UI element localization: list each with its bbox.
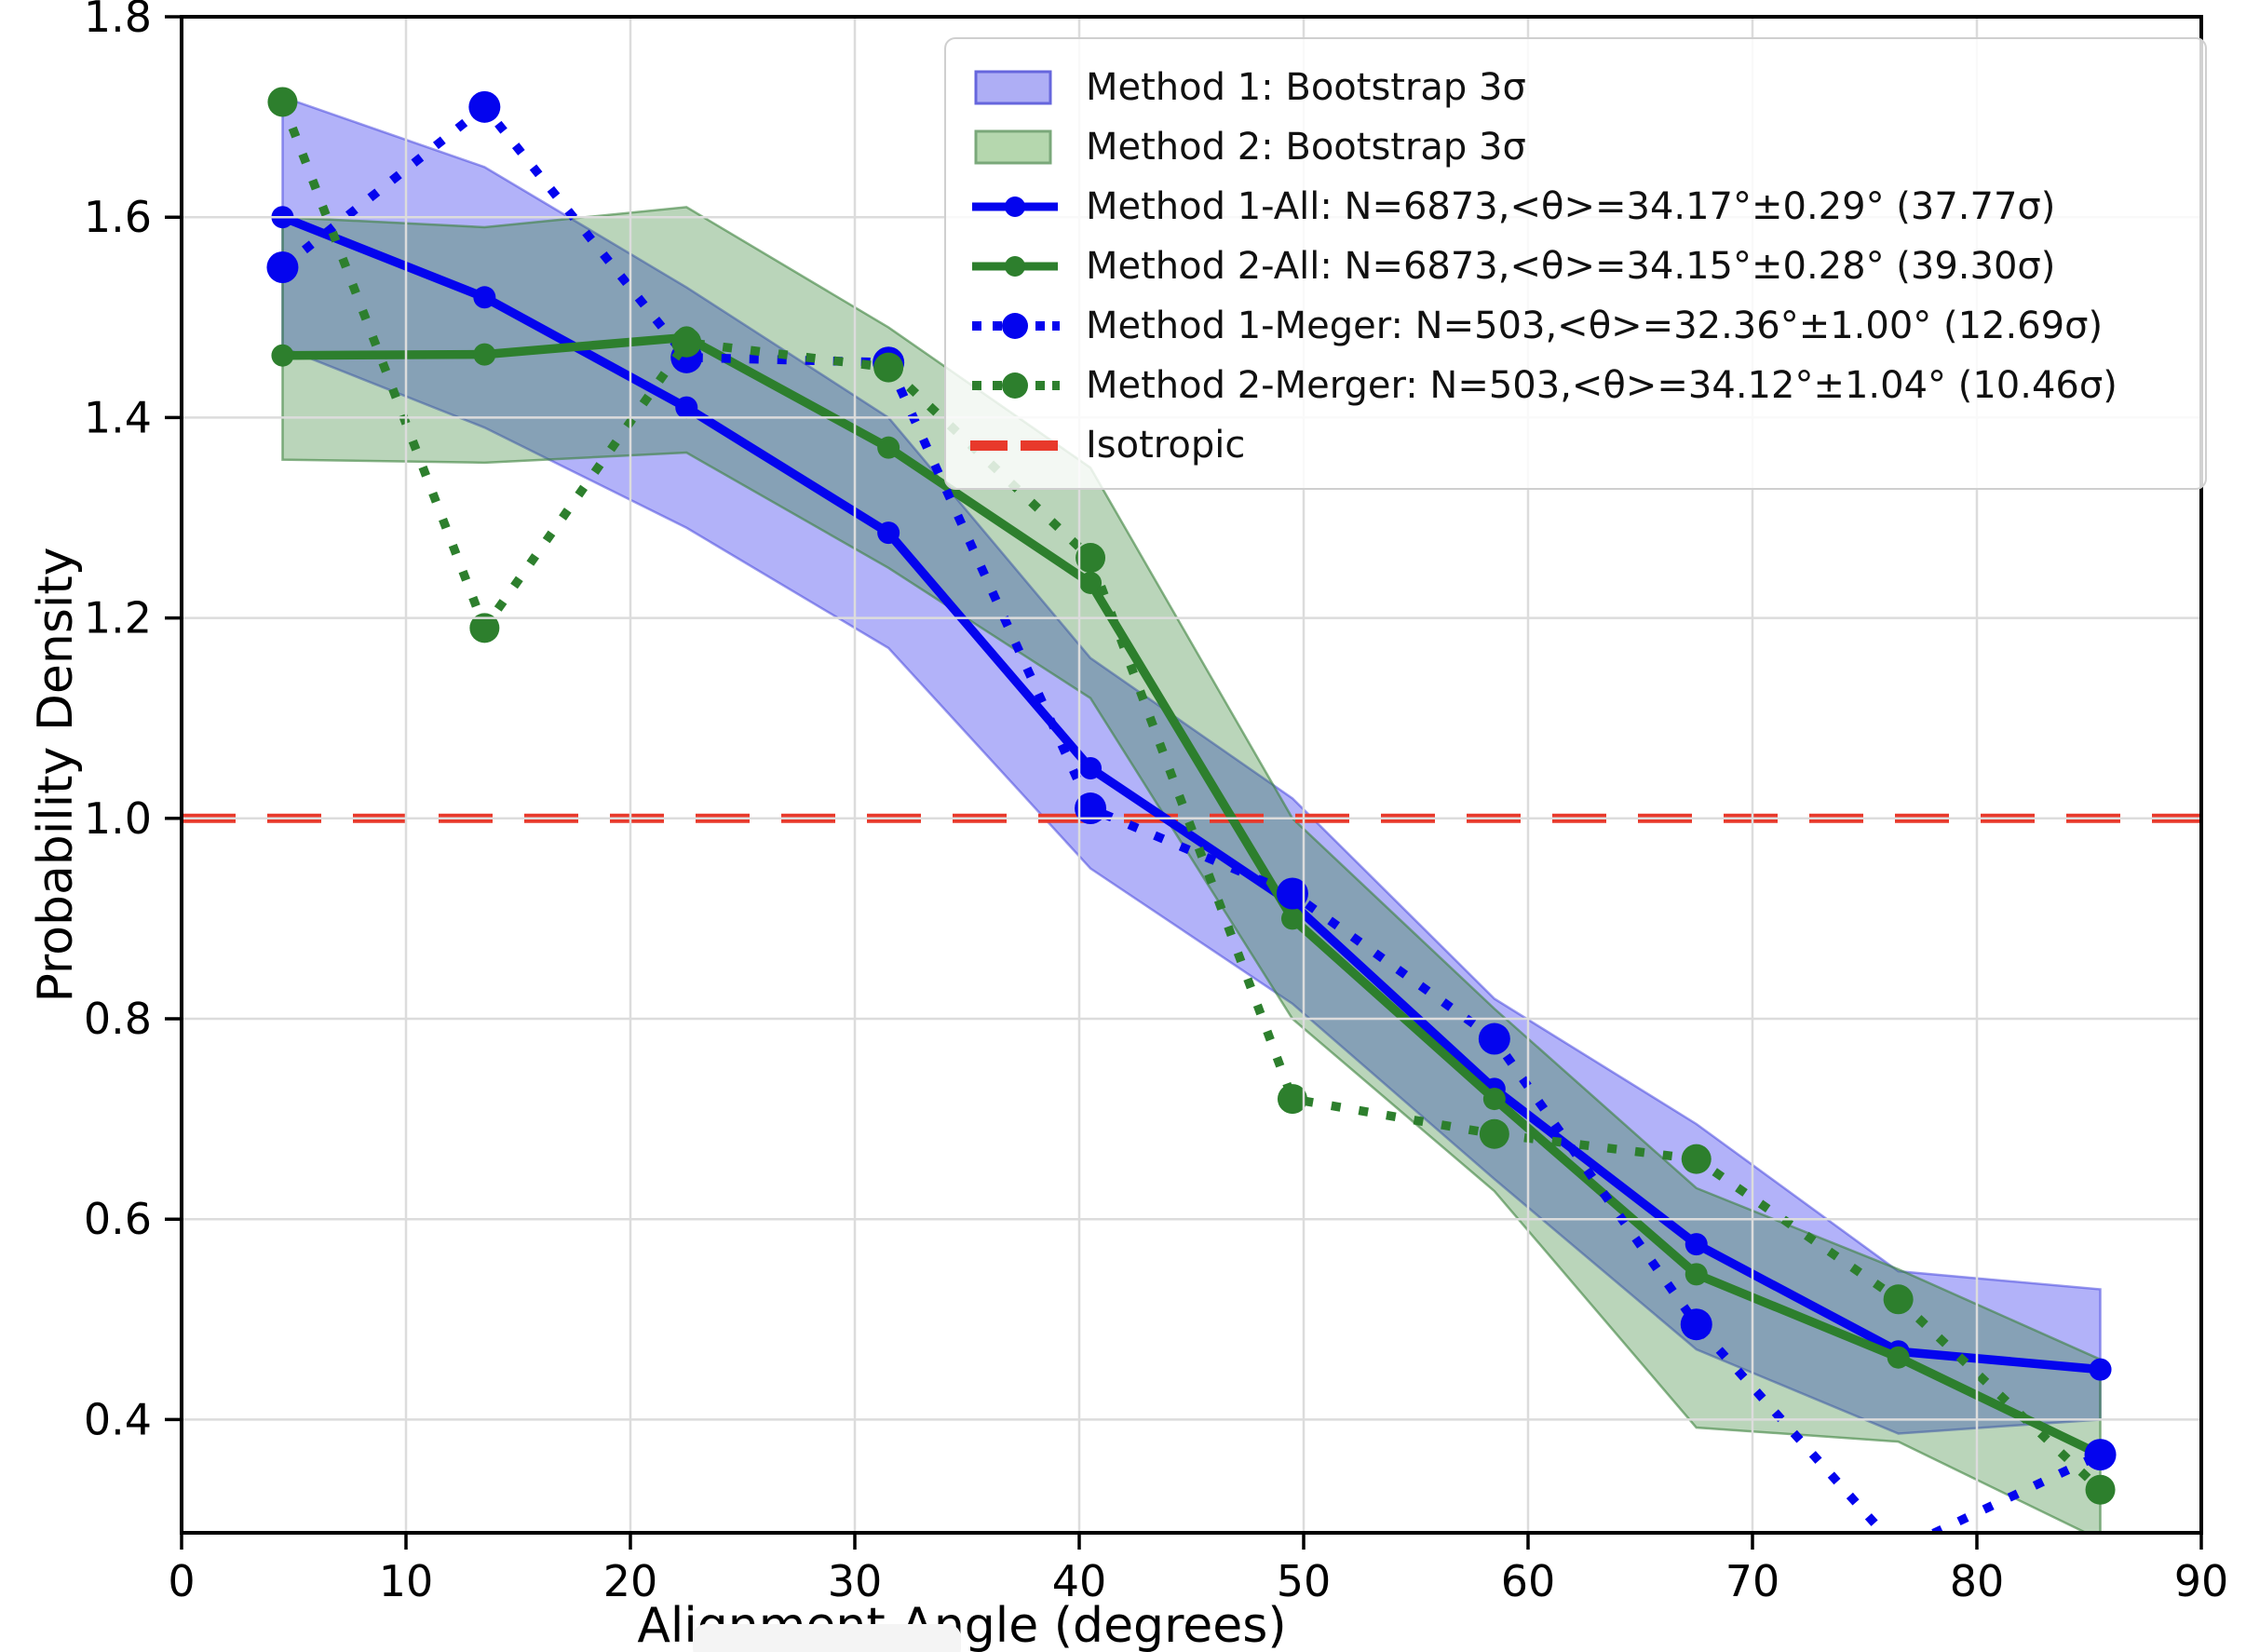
green-solid-line-icon: [972, 256, 1058, 277]
legend-item-method2-all: Method 2-All: N=6873,<θ>=34.15°±0.28° (3…: [968, 237, 2183, 296]
y-tick-label: 1.4: [84, 392, 152, 442]
legend-label: Method 1-All: N=6873,<θ>=34.17°±0.29° (3…: [1086, 185, 2056, 228]
x-tick-label: 30: [828, 1556, 883, 1606]
data-point: [1280, 907, 1304, 930]
blue-band-swatch-icon: [974, 70, 1052, 105]
legend-label: Method 2-All: N=6873,<θ>=34.15°±0.28° (3…: [1086, 245, 2056, 288]
y-tick-label: 1.0: [84, 793, 152, 844]
legend-item-band-method1: Method 1: Bootstrap 3σ: [968, 58, 2183, 117]
data-point: [877, 436, 900, 459]
legend-item-method2-merger: Method 2-Merger: N=503,<θ>=34.12°±1.04° …: [968, 356, 2183, 415]
legend-item-method1-merger: Method 1-Meger: N=503,<θ>=32.36°±1.00° (…: [968, 296, 2183, 356]
series-line-method-2-all: [277, 332, 2105, 1459]
x-axis-label: Alignment Angle (degrees): [637, 1598, 1287, 1652]
data-point: [473, 286, 496, 309]
data-point: [1479, 1118, 1509, 1149]
x-tick-label: 90: [2174, 1556, 2229, 1606]
series-line-method-1-meger: [279, 101, 2103, 1533]
blue-solid-line-icon: [972, 196, 1058, 217]
y-tick-label: 0.8: [84, 994, 152, 1044]
legend-label: Method 1: Bootstrap 3σ: [1086, 66, 1526, 109]
plot-area: [182, 87, 2201, 1565]
data-point: [1079, 757, 1103, 780]
data-point: [1276, 877, 1308, 910]
legend-label: Method 2-Merger: N=503,<θ>=34.12°±1.04° …: [1086, 364, 2117, 407]
legend: Method 1: Bootstrap 3σ Method 2: Bootstr…: [944, 37, 2207, 490]
data-point: [1076, 543, 1106, 574]
data-point: [1680, 1308, 1712, 1341]
bottom-overlay-artifact: [693, 1624, 961, 1652]
data-point: [266, 251, 299, 284]
legend-item-isotropic: Isotropic: [968, 415, 2183, 475]
data-point: [1883, 1284, 1914, 1315]
data-point: [1681, 1144, 1712, 1174]
data-point: [1887, 1346, 1910, 1369]
series-line-method-2-merger: [278, 100, 2104, 1494]
legend-label: Method 1-Meger: N=503,<θ>=32.36°±1.00° (…: [1086, 305, 2104, 347]
data-point: [877, 521, 900, 545]
data-point: [469, 613, 500, 643]
x-tick-label: 70: [1725, 1556, 1780, 1606]
data-point: [873, 352, 904, 383]
legend-item-band-method2: Method 2: Bootstrap 3σ: [968, 117, 2183, 177]
data-point: [468, 90, 501, 123]
y-tick-label: 0.6: [84, 1194, 152, 1244]
data-point: [2084, 1439, 2117, 1471]
y-tick-label: 0.4: [84, 1394, 152, 1444]
data-point: [1079, 571, 1103, 594]
legend-label: Method 2: Bootstrap 3σ: [1086, 126, 1526, 169]
series-line-method-1-all: [277, 212, 2105, 1374]
x-tick-label: 20: [603, 1556, 658, 1606]
data-point: [1684, 1233, 1708, 1256]
y-tick-label: 1.6: [84, 192, 152, 242]
legend-label: Isotropic: [1086, 424, 1246, 467]
data-point: [1684, 1263, 1708, 1286]
green-dotted-line-icon: [972, 372, 1060, 399]
x-tick-label: 0: [168, 1556, 195, 1606]
y-tick-label: 1.2: [84, 593, 152, 643]
x-tick-label: 60: [1501, 1556, 1556, 1606]
x-tick-label: 40: [1052, 1556, 1107, 1606]
blue-dotted-line-icon: [972, 313, 1060, 339]
data-point: [1478, 1022, 1510, 1055]
x-tick-label: 80: [1950, 1556, 2005, 1606]
data-point: [671, 327, 702, 358]
green-band-swatch-icon: [974, 129, 1052, 165]
axes-frame: [180, 15, 2203, 1535]
data-point: [473, 343, 496, 366]
data-point: [675, 396, 698, 419]
x-tick-label: 10: [379, 1556, 434, 1606]
data-point: [1075, 792, 1107, 825]
data-point: [1277, 1084, 1307, 1115]
y-axis-label: Probability Density: [28, 547, 84, 1003]
data-point: [2089, 1358, 2112, 1381]
data-point: [1883, 1534, 1915, 1565]
data-point: [2085, 1474, 2116, 1505]
data-point: [1482, 1088, 1506, 1111]
ticks: 0 10 20 30 40 50 60 70 80 90 0.4 0.6 0.8 1.0 1.2 1.4 1.6…: [84, 0, 2228, 1606]
data-point: [271, 344, 294, 367]
legend-item-method1-all: Method 1-All: N=6873,<θ>=34.17°±0.29° (3…: [968, 177, 2183, 237]
y-tick-label: 1.8: [84, 0, 152, 42]
x-tick-label: 50: [1277, 1556, 1332, 1606]
red-dashed-line-icon: [970, 440, 1058, 451]
data-point: [267, 87, 298, 117]
